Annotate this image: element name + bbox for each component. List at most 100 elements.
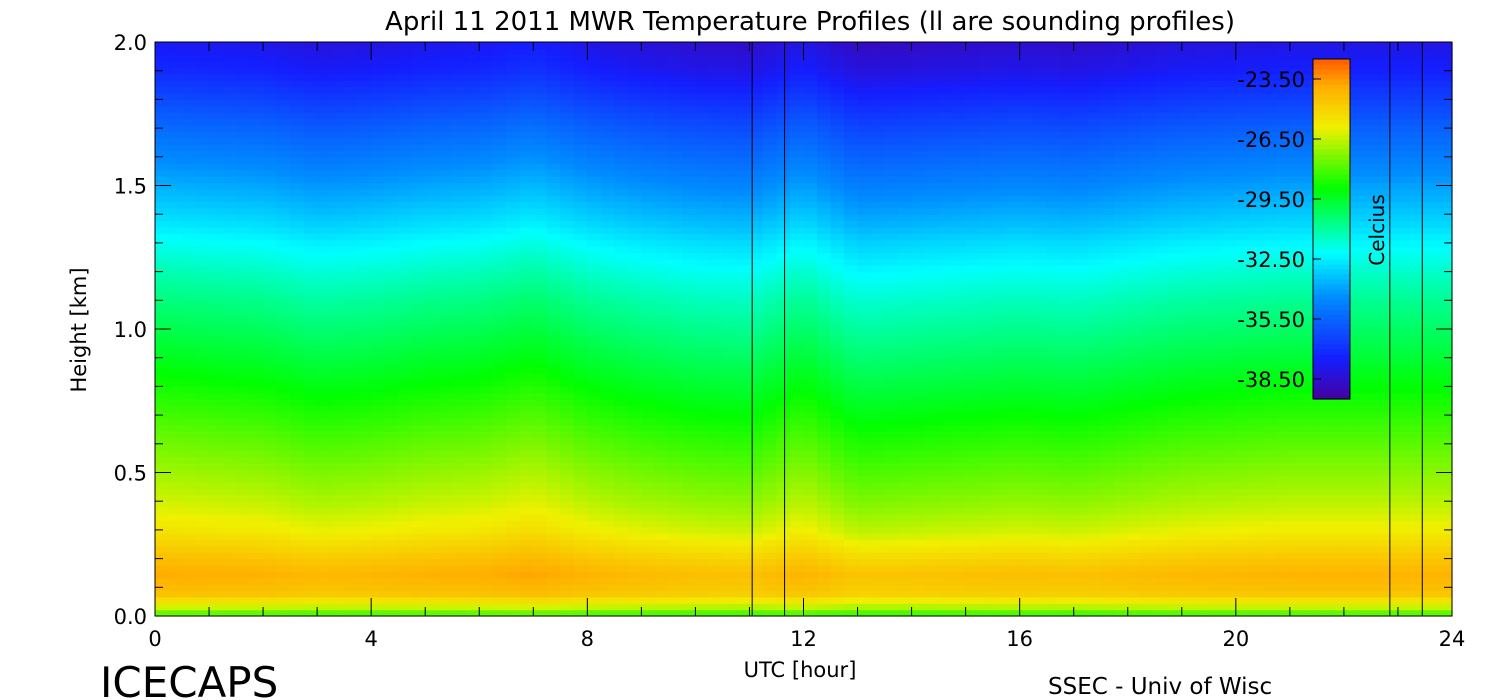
heatmap-cell [263,188,278,196]
heatmap-cell [722,99,737,107]
heatmap-cell [195,437,210,445]
heatmap-cell [817,207,832,215]
heatmap-cell [317,411,332,419]
heatmap-cell [168,182,183,190]
heatmap-cell [600,252,615,260]
heatmap-cell [600,545,615,553]
heatmap-cell [155,367,170,375]
heatmap-cell [479,73,494,81]
heatmap-cell [290,112,305,120]
heatmap-cell [695,233,710,241]
heatmap-cell [492,316,507,324]
heatmap-cell [222,169,237,177]
heatmap-cell [546,552,561,560]
heatmap-cell [776,265,791,273]
heatmap-cell [844,462,859,470]
heatmap-cell [465,488,480,496]
heatmap-cell [762,341,778,349]
heatmap-cell [573,341,588,349]
heatmap-cell [654,118,669,126]
heatmap-cell [276,360,291,368]
heatmap-cell [735,80,751,88]
heatmap-cell [479,67,494,75]
heatmap-cell [249,144,264,152]
heatmap-cell [533,450,548,458]
heatmap-cell [749,341,764,349]
heatmap-cell [263,558,278,566]
heatmap-cell [722,112,737,120]
heatmap-cell [290,182,305,190]
heatmap-cell [830,533,845,541]
heatmap-cell [817,252,832,260]
heatmap-cell [182,469,197,477]
heatmap-cell [465,124,480,132]
heatmap-cell [735,67,751,75]
heatmap-cell [290,603,305,611]
heatmap-cell [263,590,278,598]
heatmap-cell [600,195,615,203]
heatmap-cell [830,475,845,483]
heatmap-cell [762,450,778,458]
heatmap-cell [627,501,642,509]
heatmap-cell [155,207,170,215]
heatmap-cell [830,42,845,49]
heatmap-cell [735,564,751,572]
heatmap-cell [789,169,805,177]
heatmap-cell [411,609,426,617]
heatmap-cell [587,246,602,254]
heatmap-cell [533,54,548,62]
heatmap-cell [668,220,683,228]
heatmap-cell [857,188,872,196]
heatmap-cell [155,513,170,521]
heatmap-cell [465,507,480,515]
heatmap-cell [884,348,899,356]
heatmap-cell [465,494,480,502]
heatmap-cell [573,456,588,464]
heatmap-cell [817,271,832,279]
heatmap-cell [249,214,264,222]
heatmap-cell [236,590,251,598]
heatmap-cell [776,354,791,362]
heatmap-cell [195,584,210,592]
heatmap-cell [573,424,588,432]
heatmap-cell [681,48,697,56]
heatmap-cell [425,226,440,234]
heatmap-cell [479,482,494,490]
heatmap-cell [776,93,791,100]
heatmap-cell [776,73,791,81]
heatmap-cell [681,590,697,598]
heatmap-cell [182,603,197,611]
heatmap-cell [465,93,480,100]
heatmap-cell [398,265,413,273]
heatmap-cell [560,316,575,324]
heatmap-cell [762,558,778,566]
heatmap-cell [519,469,534,477]
heatmap-cell [317,354,332,362]
heatmap-cell [533,360,548,368]
heatmap-cell [844,488,859,496]
heatmap-cell [465,105,480,113]
heatmap-cell [871,163,886,171]
heatmap-cell [222,188,237,196]
heatmap-cell [209,386,224,394]
heatmap-cell [614,86,629,94]
heatmap-cell [438,322,453,330]
heatmap-cell [844,226,859,234]
heatmap-cell [519,99,534,107]
heatmap-cell [371,494,386,502]
heatmap-cell [871,571,886,579]
heatmap-cell [222,156,237,164]
heatmap-cell [519,533,534,541]
heatmap-cell [357,360,372,368]
heatmap-cell [533,226,548,234]
heatmap-cell [182,456,197,464]
heatmap-cell [857,284,872,292]
heatmap-cell [519,571,534,579]
heatmap-cell [222,118,237,126]
heatmap-cell [182,360,197,368]
heatmap-cell [465,475,480,483]
heatmap-cell [465,411,480,419]
heatmap-cell [168,609,183,617]
heatmap-cell [695,226,710,234]
heatmap-cell [749,86,764,94]
